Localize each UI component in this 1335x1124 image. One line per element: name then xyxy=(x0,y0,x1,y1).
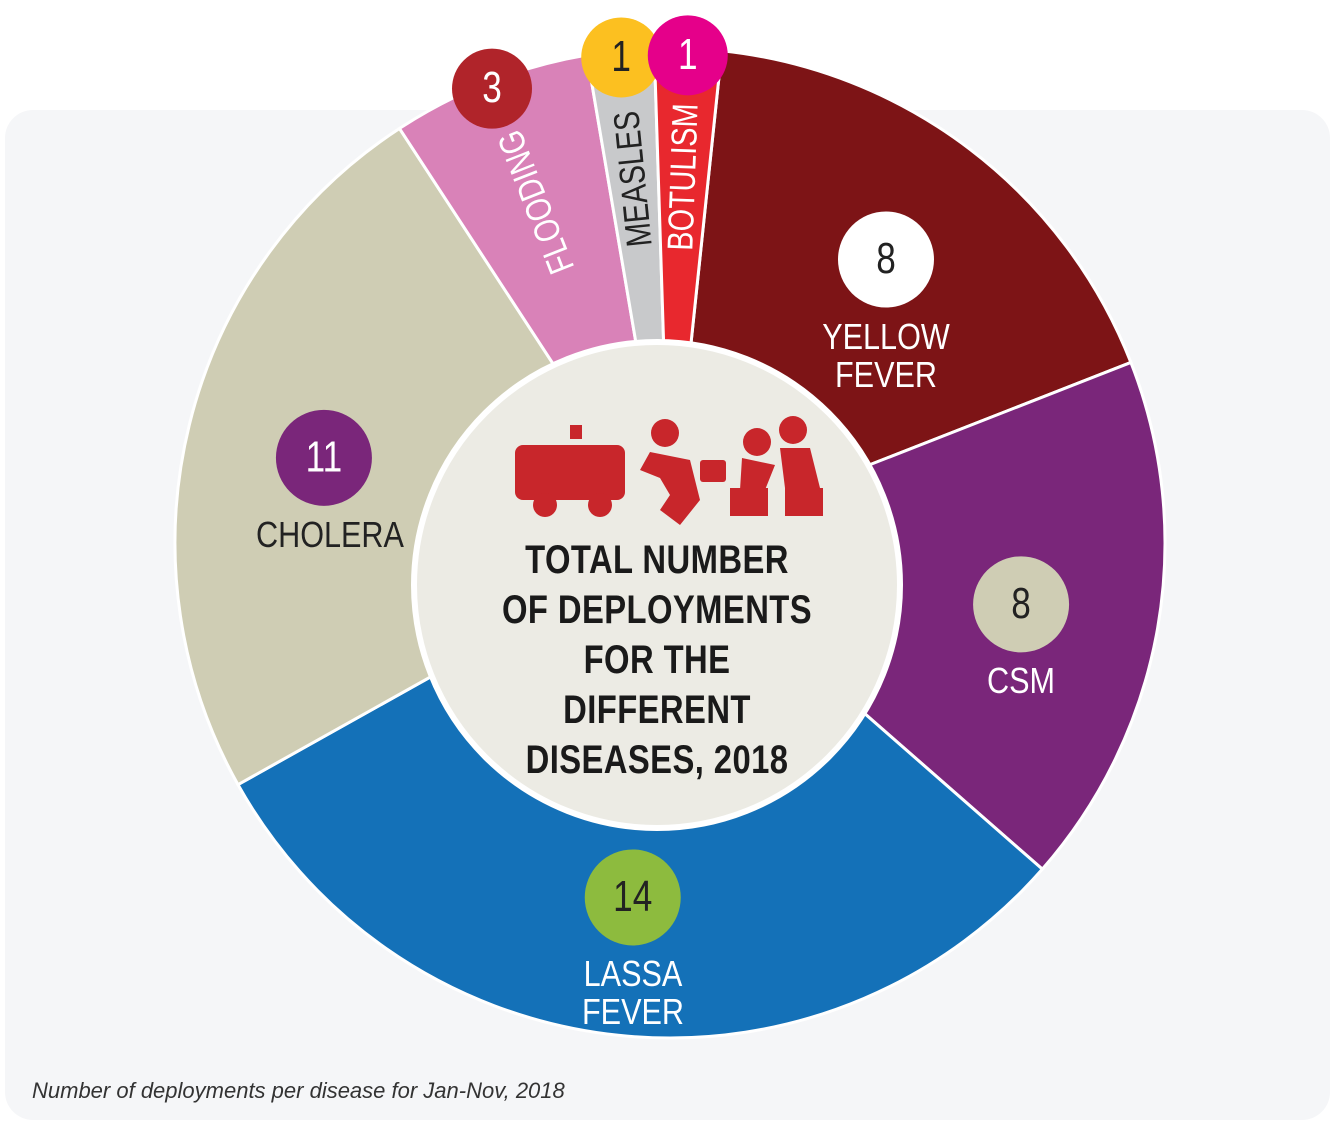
value-badge xyxy=(275,409,372,506)
value-label: 1 xyxy=(611,32,631,81)
category-label: YELLOW FEVER xyxy=(822,315,950,395)
caption: Number of deployments per disease for Ja… xyxy=(32,1078,565,1103)
value-label: 8 xyxy=(1011,579,1031,628)
category-label: CHOLERA xyxy=(255,513,404,555)
category-label: CSM xyxy=(987,660,1056,702)
wedges xyxy=(173,46,1167,1040)
value-label: 14 xyxy=(613,872,652,921)
wedge xyxy=(667,360,1167,872)
value-badge xyxy=(584,849,681,946)
value-badge xyxy=(647,15,728,96)
value-badge xyxy=(973,556,1070,653)
value-badge xyxy=(837,211,934,308)
wedge xyxy=(173,126,673,787)
value-badge xyxy=(452,48,533,129)
category-label: LASSA FEVER xyxy=(581,953,684,1033)
center-icons xyxy=(515,416,823,525)
value-badge xyxy=(581,17,662,98)
value-label: 11 xyxy=(306,433,343,482)
value-label: 3 xyxy=(482,64,502,113)
value-label: 1 xyxy=(678,30,698,79)
value-label: 8 xyxy=(876,234,896,283)
chart-title: TOTAL NUMBER OF DEPLOYMENTS FOR THE DIFF… xyxy=(501,538,813,782)
category-label: BOTULISM xyxy=(659,102,706,252)
